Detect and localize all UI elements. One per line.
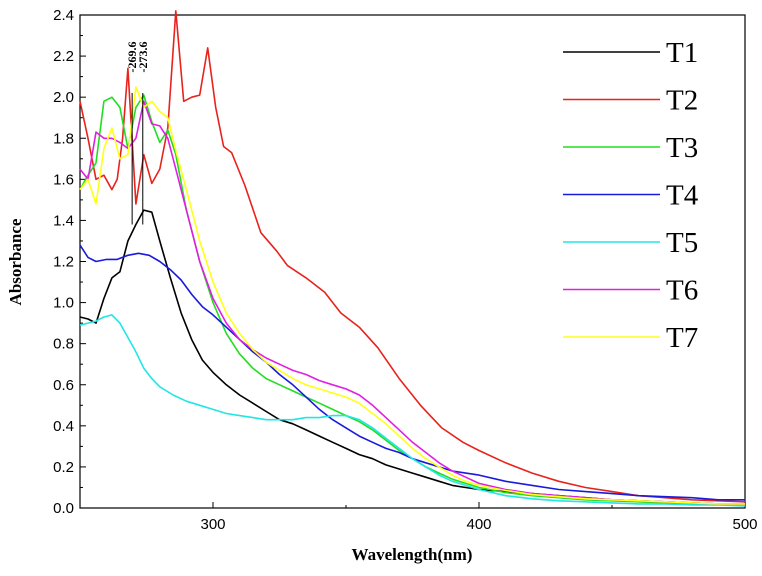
y-tick-label: 0.6 [53,377,74,394]
y-tick-label: 0.8 [53,336,74,353]
peak-annotation: -269.6 [125,42,139,73]
legend: T1 T2 T3 T4 T5 T6 T7 [563,37,699,354]
legend-label-t3: T3 [666,132,698,164]
y-tick-label: 2.0 [53,89,74,106]
y-tick-label: 1.6 [53,171,74,188]
series-line-t6 [79,100,745,505]
y-tick-label: 1.2 [53,254,74,271]
x-axis-title: Wavelength(nm) [352,545,473,564]
series-line-t5 [79,314,746,507]
peak-annotation: -273.6 [136,42,150,73]
series-layer [79,10,746,507]
x-tick-label: 300 [200,516,225,533]
x-tick-label: 500 [732,516,757,533]
axis-ticks: 0.0 0.2 0.4 0.6 0.8 1.0 1.2 1.4 1.6 1.8 2.0 2.2 2.4 3… [53,7,757,533]
x-tick-label: 400 [466,516,491,533]
y-tick-label: 1.0 [53,295,74,312]
legend-label-t6: T6 [666,275,698,307]
y-tick-label: 2.2 [53,48,74,65]
series-line-t7 [79,86,745,505]
y-tick-label: 0.0 [53,500,74,517]
series-line-t3 [79,94,745,505]
series-line-t4 [79,244,745,501]
plot-frame [79,14,746,509]
y-tick-label: 1.4 [53,212,74,229]
legend-label-t7: T7 [666,322,698,354]
legend-label-t5: T5 [666,227,698,259]
y-tick-label: 0.4 [53,418,74,435]
y-tick-label: 1.8 [53,130,74,147]
legend-label-t1: T1 [666,37,698,69]
series-line-t1 [79,209,745,505]
y-tick-label: 2.4 [53,7,74,24]
y-tick-label: 0.2 [53,459,74,476]
annotation-layer: -269.6-273.6 [125,42,150,225]
y-axis-title: Absorbance [6,218,25,305]
legend-label-t4: T4 [666,180,699,212]
series-line-t2 [79,10,746,503]
legend-label-t2: T2 [666,85,698,117]
